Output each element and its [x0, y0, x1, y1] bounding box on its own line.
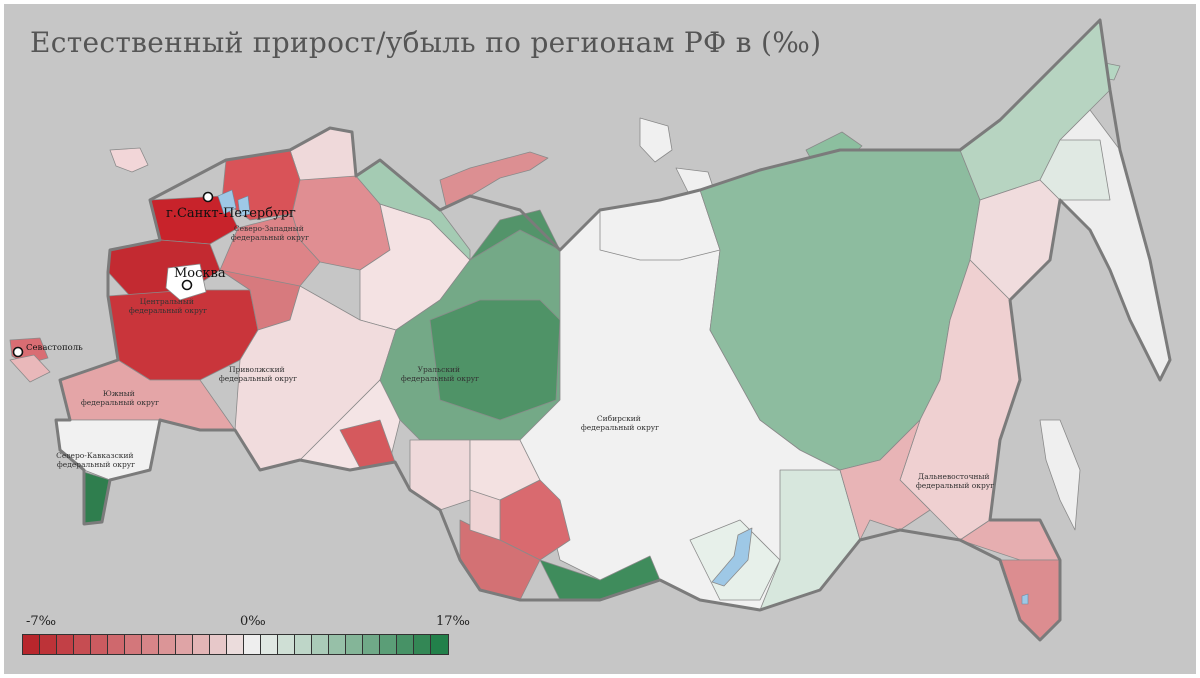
legend-color-scale	[22, 634, 449, 655]
lake-ladoga	[217, 189, 237, 215]
legend-swatch	[40, 635, 57, 654]
legend-swatch	[57, 635, 74, 654]
spb-marker	[202, 191, 214, 203]
legend-swatch	[346, 635, 363, 654]
legend-swatch	[210, 635, 227, 654]
legend-swatch	[295, 635, 312, 654]
legend-max-label: 17‰	[436, 614, 470, 629]
region-baikal	[711, 527, 753, 587]
legend-swatch	[329, 635, 346, 654]
region-chelyabinsk	[409, 439, 471, 511]
legend-swatch	[363, 635, 380, 654]
district-siberia-label: Сибирский федеральный округ	[581, 414, 659, 432]
district-south-label: Южный федеральный округ	[81, 389, 159, 407]
legend-swatch	[91, 635, 108, 654]
spb-label: г.Санкт-Петербург	[166, 206, 296, 221]
legend-min-label: -7‰	[26, 614, 57, 629]
legend-swatch	[414, 635, 431, 654]
legend-swatch	[244, 635, 261, 654]
region-khmao	[429, 299, 561, 421]
legend-swatch	[312, 635, 329, 654]
region-novosibirsk	[469, 489, 501, 541]
legend-swatch	[108, 635, 125, 654]
region-kola-islands	[109, 147, 149, 173]
moscow-label: Москва	[174, 266, 226, 281]
legend-swatch	[159, 635, 176, 654]
lake-khanka	[1021, 593, 1029, 605]
legend-mid-label: 0‰	[240, 614, 266, 629]
legend-swatch	[23, 635, 40, 654]
region-novaya-zemlya	[439, 151, 549, 207]
region-franz-josef	[639, 117, 673, 163]
legend-swatch	[261, 635, 278, 654]
region-sakhalin	[1039, 419, 1081, 531]
legend-swatch	[193, 635, 210, 654]
region-crimea	[9, 354, 51, 383]
legend-swatch	[125, 635, 142, 654]
legend-swatch	[380, 635, 397, 654]
district-central-label: Центральный федеральный округ	[129, 297, 207, 315]
legend-swatch	[176, 635, 193, 654]
moscow-marker	[181, 279, 193, 291]
district-volga-label: Приволжский федеральный округ	[219, 365, 297, 383]
legend-swatch	[278, 635, 295, 654]
map-title: Естественный прирост/убыль по регионам Р…	[30, 26, 822, 59]
legend-swatch	[74, 635, 91, 654]
legend-swatch	[227, 635, 244, 654]
legend-swatch	[142, 635, 159, 654]
sevastopol-marker	[12, 346, 24, 358]
region-kamchatka-n	[1039, 139, 1111, 201]
legend-swatch	[431, 635, 448, 654]
region-yamal	[469, 209, 561, 261]
district-ural-label: Уральский федеральный округ	[401, 365, 479, 383]
district-northwest-label: Северо-Западный федеральный округ	[231, 224, 309, 242]
legend-swatch	[397, 635, 414, 654]
district-north-caucasus-label: Северо-Кавказский федеральный округ	[56, 451, 136, 469]
sevastopol-label: Севастополь	[26, 343, 83, 353]
region-amur	[839, 419, 931, 541]
country-border	[54, 18, 1172, 642]
district-far-east-label: Дальневосточный федеральный округ	[916, 472, 994, 490]
lake-onega	[237, 195, 251, 217]
